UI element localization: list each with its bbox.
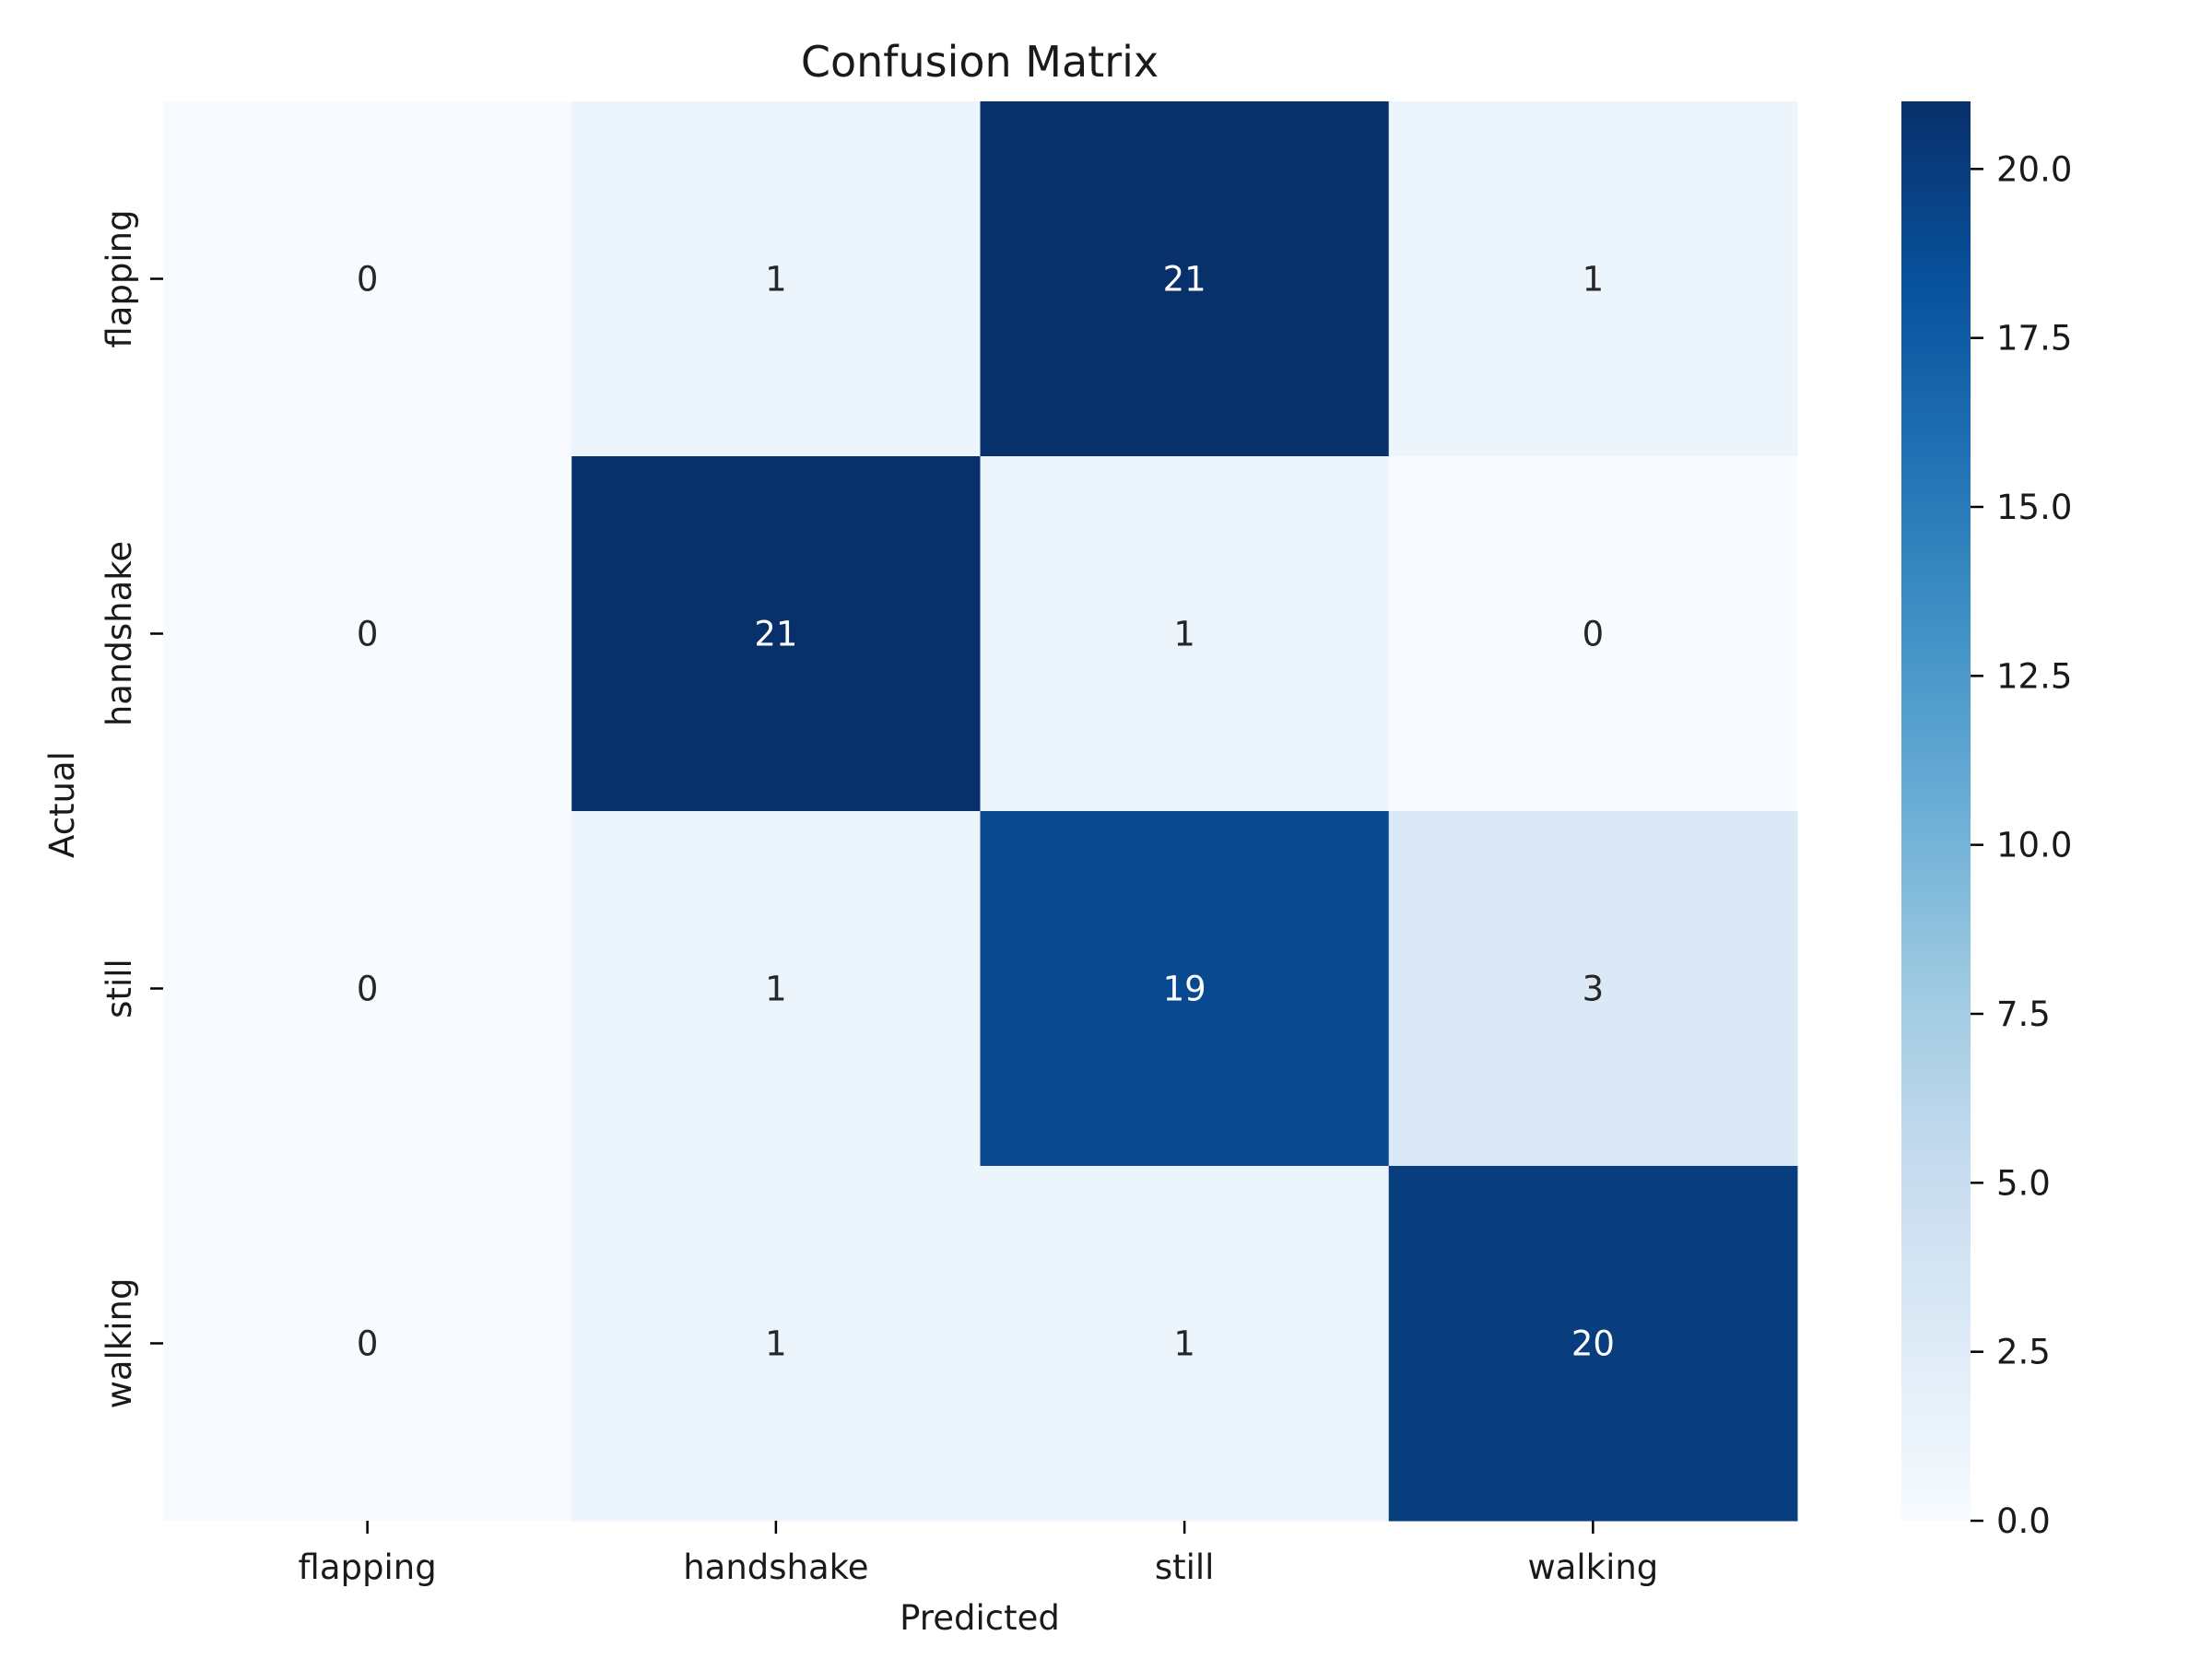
- heatmap-cell: [1388, 101, 1798, 457]
- x-tick-label: walking: [1527, 1547, 1658, 1587]
- heatmap-cell: [980, 811, 1390, 1167]
- cell-value-label: 20: [1571, 1324, 1615, 1364]
- heatmap-cell: [1388, 811, 1798, 1167]
- y-tick-label: still: [100, 959, 139, 1018]
- heatmap-cell: [163, 1166, 572, 1522]
- cell-value-label: 1: [1583, 260, 1605, 300]
- cell-value-label: 21: [1163, 260, 1206, 300]
- cell-value-label: 1: [765, 970, 787, 1009]
- x-tick-label: still: [1155, 1547, 1215, 1587]
- heatmap-cell: [163, 101, 572, 457]
- colorbar-ticks: 0.0 2.5 5.0 7.5 10.0 12.5 15.0 17.5 20.0: [1971, 149, 2072, 1541]
- cell-value-label: 0: [357, 1324, 379, 1364]
- cell-value-label: 1: [1173, 1324, 1195, 1364]
- colorbar-tick-label: 10.0: [1996, 826, 2072, 865]
- y-tick-label: flapping: [100, 209, 139, 347]
- x-axis-label: Predicted: [900, 1598, 1060, 1638]
- colorbar: [1901, 101, 1971, 1521]
- colorbar-tick-label: 2.5: [1996, 1333, 2051, 1372]
- heatmap-cell: [1388, 456, 1798, 812]
- y-axis-label: Actual: [42, 751, 82, 858]
- cell-value-label: 1: [765, 260, 787, 300]
- colorbar-tick-label: 15.0: [1996, 488, 2072, 527]
- y-axis-ticks: flapping handshake still walking: [100, 209, 163, 1408]
- cell-value-label: 0: [357, 615, 379, 654]
- y-tick-label: walking: [100, 1278, 139, 1409]
- heatmap-cell: [980, 1166, 1390, 1522]
- heatmap-cell: [980, 101, 1390, 457]
- x-axis-ticks: flapping handshake still walking: [299, 1521, 1658, 1587]
- x-tick-label: handshake: [683, 1547, 868, 1587]
- colorbar-tick-label: 12.5: [1996, 656, 2072, 696]
- heatmap-cell: [980, 456, 1390, 812]
- heatmap-cell: [571, 101, 981, 457]
- heatmap-cell: [163, 456, 572, 812]
- cell-value-label: 1: [1173, 615, 1195, 654]
- colorbar-tick-label: 5.0: [1996, 1163, 2051, 1203]
- heatmap-cell: [571, 1166, 981, 1522]
- heatmap-cell: [1388, 1166, 1798, 1522]
- cell-value-label: 21: [754, 615, 797, 654]
- cell-value-label: 0: [357, 260, 379, 300]
- colorbar-tick-label: 7.5: [1996, 994, 2051, 1034]
- x-tick-label: flapping: [299, 1547, 437, 1587]
- cell-value-label: 3: [1583, 970, 1605, 1009]
- cell-value-label: 1: [765, 1324, 787, 1364]
- cell-value-label: 0: [357, 970, 379, 1009]
- colorbar-tick-label: 17.5: [1996, 319, 2072, 359]
- colorbar-tick-label: 20.0: [1996, 149, 2072, 189]
- colorbar-tick-label: 0.0: [1996, 1501, 2051, 1541]
- cell-value-label: 19: [1163, 970, 1206, 1009]
- heatmap-cell-labels: 0 1 21 1 0 21 1 0 0 1 19 3 0 1 1 20: [357, 260, 1615, 1364]
- chart-title: Confusion Matrix: [801, 37, 1159, 87]
- heatmap-cell: [571, 456, 981, 812]
- y-tick-label: handshake: [100, 541, 139, 726]
- cell-value-label: 0: [1583, 615, 1605, 654]
- heatmap-cell: [163, 811, 572, 1167]
- heatmap-cell: [571, 811, 981, 1167]
- heatmap-cells: [163, 101, 1798, 1522]
